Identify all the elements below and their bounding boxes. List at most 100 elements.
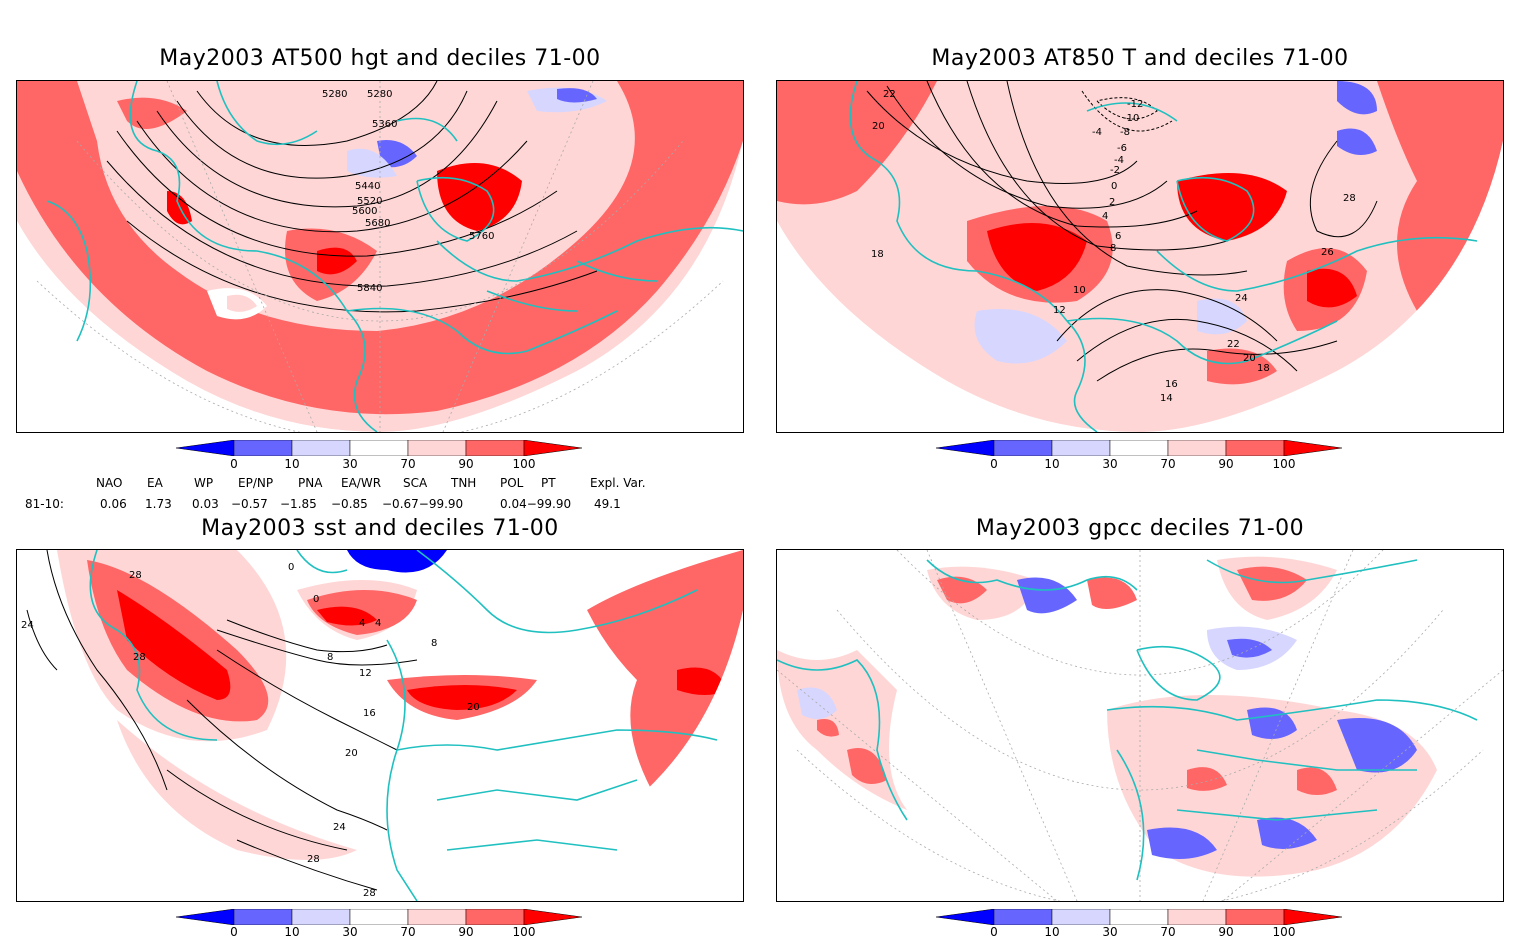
contour-label: 4 [1102, 211, 1108, 222]
colorbar-tick: 10 [1044, 457, 1060, 471]
map-hgt500: 5280 5280 5360 5440 5520 5600 5680 5760 … [16, 80, 744, 433]
contour-label: 5280 [322, 89, 347, 100]
colorbar-tick: 0 [990, 925, 998, 939]
colorbar-tick: 30 [1102, 457, 1118, 471]
contour-label: 24 [333, 822, 346, 833]
colorbar-tick: 70 [1160, 925, 1176, 939]
contour-label: 28 [363, 888, 376, 899]
contour-label: 8 [431, 638, 437, 649]
contour-label: -4 [1092, 127, 1102, 138]
index-header: WP [194, 476, 214, 490]
contour-label: 12 [359, 668, 372, 679]
panel-title-sst: May2003 sst and deciles 71-00 [201, 516, 559, 541]
contour-label: 4 [359, 618, 365, 629]
contour-label: 20 [1243, 353, 1256, 364]
map-sst: 28 28 24 0 0 4 4 8 8 12 16 20 20 24 28 2… [16, 549, 744, 902]
index-header: NAO [96, 476, 123, 490]
index-header: PT [541, 476, 556, 490]
colorbar-tick: 0 [230, 457, 238, 471]
colorbar-tick: 70 [1160, 457, 1176, 471]
index-header: SCA [403, 476, 428, 490]
contour-label: 18 [871, 249, 884, 260]
index-value: 1.73 [145, 497, 172, 511]
colorbar-tick: 90 [458, 925, 474, 939]
colorbar-tick: 90 [1218, 457, 1234, 471]
map-t850: 22 20 18 -12 -10 -8 -6 -4 -2 0 2 4 6 8 1… [776, 80, 1504, 433]
contour-label: -4 [1114, 155, 1124, 166]
colorbar-tick: 30 [342, 925, 358, 939]
colorbar-tick: 30 [342, 457, 358, 471]
panel-title-gpcc: May2003 gpcc deciles 71-00 [975, 516, 1305, 541]
contour-label: -8 [1120, 127, 1130, 138]
contour-label: 8 [1110, 243, 1116, 254]
contour-label: 28 [1343, 193, 1356, 204]
contour-label: 5760 [469, 231, 494, 242]
colorbar-bottom-right: 0 10 30 70 90 100 [935, 908, 1356, 941]
colorbar-tick: 0 [990, 457, 998, 471]
colorbar-top-left: 0 10 30 70 90 100 [175, 439, 596, 472]
index-header: EA [147, 476, 163, 490]
contour-label: 28 [133, 652, 146, 663]
contour-label: 24 [1235, 293, 1248, 304]
map-gpcc [776, 549, 1504, 902]
contour-label: 26 [1321, 247, 1334, 258]
contour-label: 20 [872, 121, 885, 132]
contour-label: 22 [1227, 339, 1240, 350]
index-header: EA/WR [341, 476, 382, 490]
contour-label: 2 [1109, 197, 1115, 208]
contour-label: 10 [1073, 285, 1086, 296]
contour-label: 5520 [357, 196, 382, 207]
contour-label: 14 [1160, 393, 1173, 404]
contour-label: -10 [1123, 113, 1139, 124]
colorbar-bottom-left: 0 10 30 70 90 100 [175, 908, 596, 941]
contour-label: 4 [375, 618, 381, 629]
index-row-label: 81-10: [25, 497, 64, 511]
index-value: −1.85 [280, 497, 317, 511]
contour-label: 24 [21, 620, 34, 631]
contour-label: 18 [1257, 363, 1270, 374]
contour-label: 5600 [352, 206, 377, 217]
contour-label: 12 [1053, 305, 1066, 316]
panel-title-hgt500: May2003 AT500 hgt and deciles 71-00 [159, 46, 601, 71]
colorbar-tick: 100 [1272, 925, 1296, 939]
colorbar-tick: 100 [512, 457, 536, 471]
index-value: 0.06 [100, 497, 127, 511]
contour-label: 28 [129, 570, 142, 581]
contour-label: 5360 [372, 119, 397, 130]
contour-label: 0 [1111, 181, 1117, 192]
contour-label: 20 [467, 702, 480, 713]
colorbar-tick: 90 [1218, 925, 1234, 939]
contour-label: -12 [1127, 99, 1143, 110]
contour-label: 20 [345, 748, 358, 759]
index-value: −0.67−99.90 [382, 497, 464, 511]
index-value: −0.57 [231, 497, 268, 511]
contour-label: 0 [313, 594, 319, 605]
index-header: TNH [451, 476, 477, 490]
contour-label: 16 [1165, 379, 1178, 390]
index-header: EP/NP [238, 476, 274, 490]
colorbar-tick: 30 [1102, 925, 1118, 939]
colorbar-tick: 10 [284, 925, 300, 939]
contour-label: 22 [883, 89, 896, 100]
index-value: 0.03 [192, 497, 219, 511]
contour-label: 28 [307, 854, 320, 865]
contour-label: 16 [363, 708, 376, 719]
colorbar-tick: 90 [458, 457, 474, 471]
contour-label: 5440 [355, 181, 380, 192]
colorbar-tick: 100 [1272, 457, 1296, 471]
contour-label: 5280 [367, 89, 392, 100]
colorbar-tick: 10 [284, 457, 300, 471]
colorbar-tick: 100 [512, 925, 536, 939]
contour-label: 8 [327, 652, 333, 663]
index-header: Expl. Var. [590, 476, 646, 490]
colorbar-tick: 0 [230, 925, 238, 939]
contour-label: -6 [1117, 143, 1127, 154]
colorbar-tick: 10 [1044, 925, 1060, 939]
colorbar-top-right: 0 10 30 70 90 100 [935, 439, 1356, 472]
colorbar-tick: 70 [400, 925, 416, 939]
contour-label: 6 [1115, 231, 1121, 242]
panel-title-t850: May2003 AT850 T and deciles 71-00 [931, 46, 1349, 71]
index-value: 0.04−99.90 [500, 497, 572, 511]
contour-label: -2 [1110, 165, 1120, 176]
index-value: −0.85 [331, 497, 368, 511]
